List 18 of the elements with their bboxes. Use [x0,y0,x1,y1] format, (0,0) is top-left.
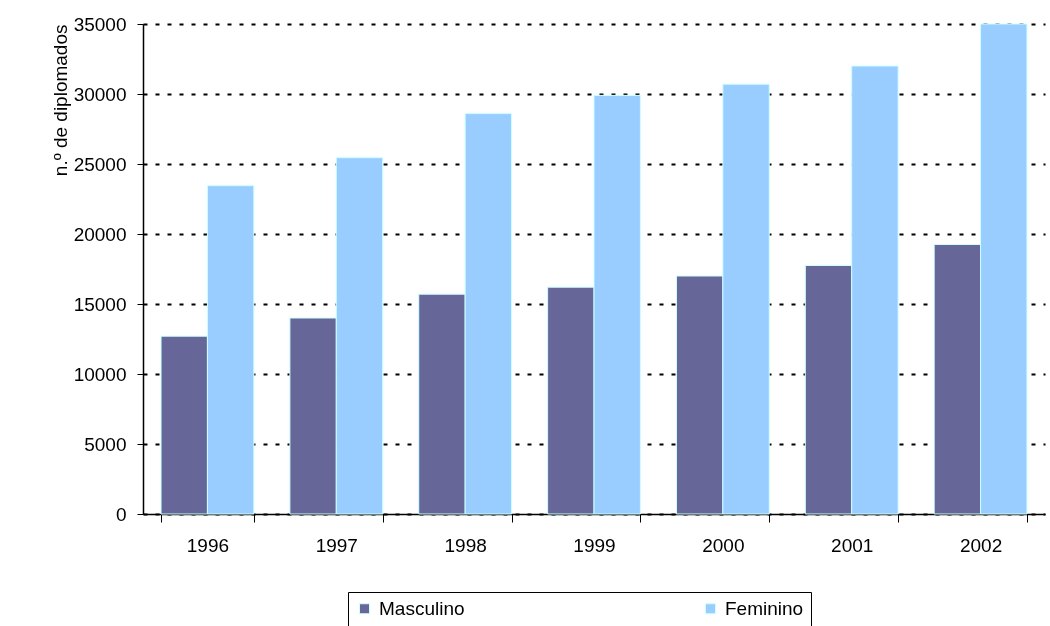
x-tick-label: 2000 [702,534,745,556]
y-tick-label: 10000 [73,363,127,385]
legend-label: Masculino [379,597,465,619]
y-tick-label: 0 [115,503,127,525]
x-tick-label: 1996 [186,534,230,556]
y-tick-label: 30000 [73,83,127,105]
legend-label: Feminino [725,597,804,619]
x-tick-label: 1999 [573,534,616,556]
x-tick-label: 1997 [315,534,358,556]
x-tick-label: 2001 [831,534,874,556]
x-tick-label: 1998 [444,534,487,556]
y-tick-label: 20000 [73,223,127,245]
x-tick-label: 2002 [959,534,1003,556]
y-tick-label: 5000 [84,433,127,455]
y-tick-label: 15000 [73,293,127,315]
y-axis-title: n.º de diplomados [49,24,71,177]
y-tick-label: 25000 [73,153,127,175]
y-tick-label: 35000 [73,13,127,35]
